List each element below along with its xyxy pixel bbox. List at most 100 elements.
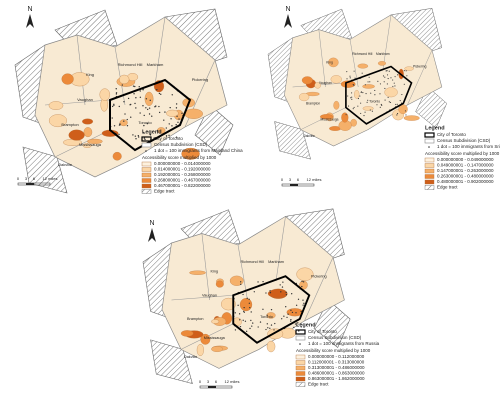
- immigrant-dot: [297, 322, 299, 324]
- scale-label: 12 miles: [43, 176, 58, 181]
- immigrant-dot: [383, 81, 385, 83]
- accessibility-area: [267, 289, 288, 298]
- place-label: Mississauga: [79, 142, 102, 147]
- immigrant-dot: [169, 106, 171, 109]
- legend-swatch: [141, 136, 152, 142]
- immigrant-dot: [165, 135, 168, 137]
- immigrant-dot: [137, 136, 140, 138]
- immigrant-dot: [143, 114, 145, 117]
- accessibility-area: [354, 90, 360, 99]
- immigrant-dot: [126, 118, 128, 121]
- map-panel: King Vaughan Markham Brampton Mississauga Oak…: [142, 208, 351, 385]
- immigrant-dot: [347, 105, 350, 107]
- immigrant-dot: [243, 311, 245, 313]
- immigrant-dot: [364, 111, 366, 113]
- immigrant-dot: [352, 84, 354, 86]
- immigrant-dot: [257, 281, 259, 283]
- immigrant-dot: [290, 309, 292, 311]
- place-label: Pickering: [311, 274, 327, 278]
- immigrant-dot: [301, 280, 303, 283]
- legend-label: 1 dot = 100 immigrants from Sri Lanka: [437, 144, 500, 149]
- immigrant-dot: [156, 129, 159, 132]
- immigrant-dot: [135, 138, 137, 140]
- edge-tract: [194, 104, 234, 156]
- legend-label: 0.000000000 - 0.049000000: [437, 157, 494, 162]
- immigrant-dot: [403, 83, 405, 85]
- immigrant-dot: [148, 113, 151, 115]
- scale-label: 12 miles: [307, 177, 322, 182]
- legend-label: Edge tract: [154, 189, 175, 194]
- accessibility-area: [68, 129, 85, 141]
- legend-title: Legend: [142, 129, 162, 135]
- immigrant-dot: [149, 134, 152, 136]
- immigrant-dot: [392, 85, 394, 88]
- accessibility-area: [377, 61, 386, 66]
- immigrant-dot: [360, 112, 362, 114]
- accessibility-area: [61, 73, 74, 85]
- immigrant-dot: [366, 101, 368, 103]
- accessibility-area: [189, 270, 206, 275]
- accessibility-area: [266, 340, 276, 353]
- immigrant-dot: [384, 76, 386, 78]
- place-label: Vaughan: [319, 81, 332, 85]
- immigrant-dot: [115, 92, 118, 94]
- immigrant-dot: [130, 116, 132, 118]
- place-label: Vaughan: [202, 293, 217, 297]
- immigrant-dot: [379, 93, 381, 95]
- immigrant-dot: [399, 100, 401, 102]
- csd-boundary: [382, 14, 392, 71]
- immigrant-dot: [347, 95, 349, 97]
- accessibility-area: [333, 100, 340, 110]
- map-panel: King Vaughan Markham Brampton Mississauga Oak…: [267, 8, 448, 160]
- immigrant-dot: [137, 135, 140, 137]
- city-of-toronto: [345, 65, 413, 125]
- legend-label: City of Toronto: [154, 136, 183, 141]
- legend-swatch: [299, 343, 301, 345]
- legend-label: 0.112000001 - 0.313000000: [308, 360, 365, 365]
- immigrant-dot: [294, 323, 297, 325]
- place-label: Markham: [147, 62, 164, 67]
- immigrant-dot: [252, 322, 254, 324]
- scale-label: 12 miles: [225, 379, 240, 384]
- legend-swatch: [295, 371, 306, 376]
- immigrant-dot: [139, 90, 141, 92]
- place-label: Markham: [376, 52, 390, 56]
- legend-swatch: [428, 146, 430, 148]
- immigrant-dot: [143, 124, 145, 127]
- immigrant-dot: [234, 329, 237, 331]
- immigrant-dot: [274, 322, 276, 325]
- legend-label: 0.268000001 - 0.467000000: [154, 178, 211, 183]
- immigrant-dot: [346, 78, 348, 80]
- scale-label: 6: [33, 176, 36, 181]
- immigrant-dot: [285, 306, 287, 308]
- place-label: Vaughan: [77, 97, 93, 102]
- immigrant-dot: [303, 302, 305, 304]
- csd-boundary: [201, 233, 210, 301]
- csd-boundary: [407, 49, 433, 106]
- legend-label: 0.000000000 - 0.112000000: [308, 354, 365, 359]
- immigrant-dot: [266, 323, 268, 325]
- immigrant-dot: [246, 330, 248, 333]
- immigrant-dot: [386, 70, 388, 72]
- immigrant-dot: [295, 304, 298, 306]
- immigrant-dot: [291, 293, 293, 295]
- immigrant-dot: [111, 105, 114, 108]
- immigrant-dot: [392, 79, 394, 81]
- immigrant-dot: [158, 111, 161, 114]
- immigrant-dot: [354, 77, 356, 79]
- legend-label: 0.263000001 - 0.480000000: [437, 174, 494, 179]
- immigrant-dot: [134, 85, 136, 88]
- immigrant-dot: [364, 84, 366, 86]
- immigrant-dot: [181, 112, 183, 114]
- accessibility-area: [211, 346, 224, 352]
- immigrant-dot: [134, 135, 137, 137]
- immigrant-dot: [379, 106, 381, 108]
- immigrant-dot: [384, 87, 386, 90]
- place-label: Oakville: [303, 134, 315, 138]
- immigrant-dot: [387, 78, 389, 80]
- accessibility-area: [215, 280, 224, 288]
- legend-swatch: [295, 335, 306, 341]
- scale-label: 0: [281, 177, 284, 182]
- edge-tract: [274, 121, 311, 160]
- immigrant-dot: [239, 325, 242, 328]
